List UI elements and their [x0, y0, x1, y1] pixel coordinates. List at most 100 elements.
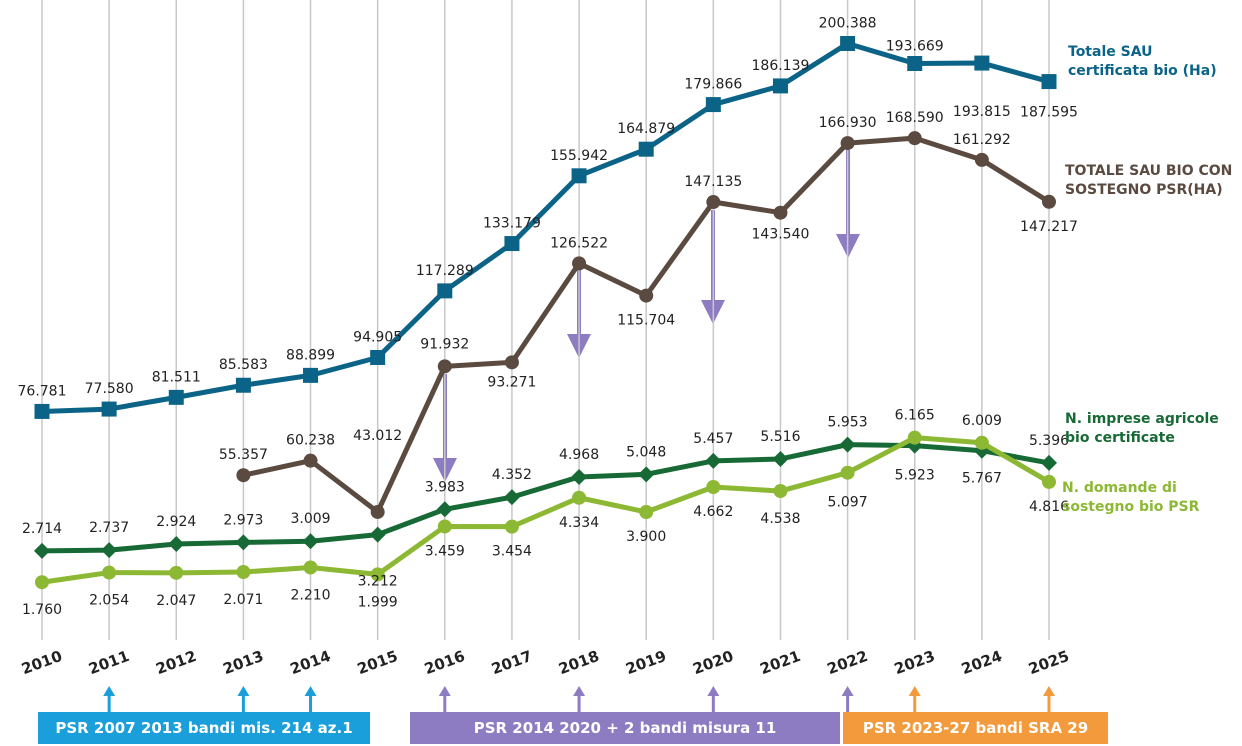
marker [773, 484, 788, 499]
marker [907, 55, 923, 71]
series [35, 430, 1056, 590]
marker [503, 489, 520, 506]
x-tick-label: 2012 [153, 647, 198, 678]
marker [102, 565, 117, 580]
data-label: 43.012 [353, 428, 402, 444]
series-line [41, 40, 1050, 414]
marker [370, 567, 385, 582]
legend-label: N. domande di sostegno bio PSR [1062, 480, 1200, 515]
marker [370, 349, 386, 365]
marker [437, 283, 453, 299]
series [34, 436, 1057, 559]
legend-label: N. imprese agricole bio certificate [1065, 411, 1219, 446]
x-tick-label: 2018 [556, 647, 601, 678]
program-band: PSR 2007 2013 bandi mis. 214 az.1 [38, 712, 370, 744]
marker [974, 55, 990, 71]
program-arrow-head [304, 686, 317, 696]
data-label: 164.879 [617, 121, 675, 137]
marker [302, 533, 319, 550]
marker [236, 468, 251, 483]
data-label: 2.714 [22, 521, 62, 537]
marker [839, 436, 856, 453]
series-line [41, 442, 1050, 554]
legend-label: Totale SAU certificata bio (Ha) [1068, 44, 1217, 79]
data-label: 166.930 [819, 115, 877, 131]
data-label: 5.923 [895, 468, 935, 484]
marker [369, 526, 386, 543]
marker [504, 355, 519, 370]
marker [706, 479, 721, 494]
marker [235, 377, 251, 393]
marker [840, 136, 855, 151]
data-label: 2.973 [223, 512, 263, 528]
marker [772, 78, 788, 94]
data-label: 81.511 [152, 369, 201, 385]
series-line [41, 435, 1051, 585]
x-tick-label: 2010 [19, 647, 64, 678]
marker [101, 401, 117, 417]
data-label: 5.457 [693, 431, 733, 447]
series [236, 131, 1056, 519]
program-arrow-head [707, 686, 720, 696]
x-tick-label: 2015 [355, 647, 400, 678]
data-label: 4.662 [693, 504, 733, 520]
marker [840, 35, 856, 51]
marker [437, 519, 452, 534]
x-tick-label: 2024 [959, 647, 1004, 678]
marker [436, 501, 453, 518]
data-label: 5.516 [760, 429, 800, 445]
marker [638, 466, 655, 483]
program-arrow-head [237, 686, 250, 696]
marker [638, 141, 654, 157]
data-label: 5.048 [626, 444, 666, 460]
marker [1041, 74, 1057, 90]
marker [303, 560, 318, 575]
x-tick-label: 2020 [690, 647, 735, 678]
marker [1041, 454, 1057, 471]
data-label: 193.669 [886, 38, 944, 54]
program-arrow-head [1043, 686, 1055, 696]
data-label: 6.009 [962, 413, 1002, 429]
data-label: 126.522 [550, 235, 608, 251]
marker [169, 565, 184, 580]
marker [974, 435, 989, 450]
marker [639, 505, 654, 519]
data-label: 115.704 [617, 313, 675, 329]
data-label: 4.352 [492, 467, 532, 483]
marker [1042, 194, 1056, 209]
marker [639, 288, 654, 303]
data-label: 117.289 [416, 263, 474, 279]
data-label: 88.899 [286, 347, 335, 363]
x-tick-label: 2022 [825, 647, 870, 678]
marker [34, 542, 50, 559]
data-label: 133.179 [483, 216, 541, 232]
marker [34, 403, 50, 419]
marker [907, 430, 922, 445]
marker [706, 195, 721, 210]
series [34, 35, 1057, 419]
data-label: 186.139 [752, 58, 810, 74]
marker [437, 359, 452, 374]
data-label: 2.054 [89, 593, 129, 609]
program-arrow-head [841, 686, 854, 696]
data-label: 6.165 [895, 408, 935, 424]
marker [907, 131, 922, 146]
data-label: 193.815 [953, 104, 1011, 120]
data-label: 4.538 [760, 511, 800, 527]
data-label: 2.071 [223, 592, 263, 608]
marker [572, 256, 587, 271]
marker [235, 534, 252, 551]
data-label: 155.942 [550, 148, 608, 164]
marker [571, 168, 587, 184]
data-label: 1.760 [22, 602, 62, 618]
program-arrow-head [103, 686, 116, 696]
marker [168, 389, 184, 405]
data-label: 187.595 [1020, 105, 1078, 121]
data-label: 94.905 [353, 329, 402, 345]
x-tick-label: 2013 [221, 647, 266, 678]
marker [572, 490, 587, 505]
marker [504, 236, 520, 252]
program-band: PSR 2014 2020 + 2 bandi misura 11 [410, 712, 840, 744]
